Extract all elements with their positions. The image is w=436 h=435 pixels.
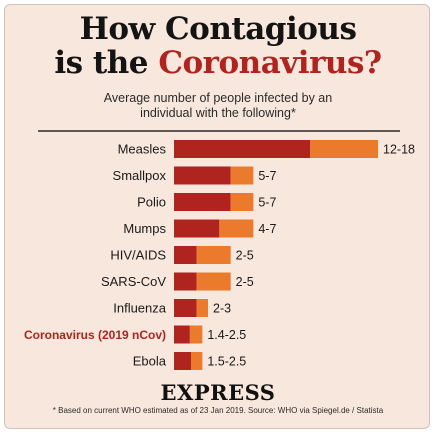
bar-high-5 — [196, 272, 231, 291]
data-label-3: 4-7 — [258, 222, 276, 236]
bar-low-0 — [174, 140, 310, 158]
title-line2: is the Coronavirus? — [0, 46, 436, 80]
footnote: * Based on current WHO estimated as of 2… — [52, 406, 384, 415]
bar-high-4 — [196, 246, 231, 264]
data-label-6: 2-3 — [213, 302, 231, 316]
bar-low-7 — [174, 325, 190, 344]
bar-high-6 — [196, 299, 208, 317]
data-label-5: 2-5 — [236, 275, 254, 289]
category-label-0: Measles — [118, 142, 167, 157]
subtitle-line2: individual with the following* — [140, 106, 296, 120]
category-label-5: SARS-CoV — [101, 274, 166, 289]
bar-low-3 — [174, 219, 220, 238]
bar-low-6 — [174, 299, 197, 317]
subtitle: Average number of people infected by an … — [60, 91, 376, 121]
data-label-0: 12-18 — [383, 143, 415, 157]
express-logo: EXPRESS — [160, 380, 276, 405]
bar-high-1 — [230, 166, 254, 185]
bar-high-2 — [230, 193, 254, 211]
bar-high-8 — [191, 352, 203, 370]
bar-high-7 — [189, 325, 203, 344]
bar-high-3 — [219, 219, 254, 238]
title-line1: How Contagious — [79, 11, 357, 47]
bar-low-2 — [174, 193, 231, 211]
data-label-2: 5-7 — [258, 196, 276, 210]
category-label-2: Polio — [137, 195, 166, 210]
data-label-8: 1.5-2.5 — [207, 355, 246, 369]
category-label-3: Mumps — [123, 221, 166, 236]
category-label-8: Ebola — [133, 354, 167, 369]
subtitle-line1: Average number of people infected by an — [103, 91, 333, 105]
title-line2-prefix: is the — [54, 45, 159, 81]
infographic-card — [4, 4, 430, 429]
bar-high-0 — [310, 140, 378, 158]
bar-low-5 — [174, 272, 197, 291]
data-label-4: 2-5 — [236, 249, 254, 263]
category-label-4: HIV/AIDS — [110, 248, 166, 263]
title-accent: Coronavirus? — [158, 45, 382, 81]
category-label-1: Smallpox — [113, 168, 167, 183]
category-label-6: Influenza — [113, 301, 167, 316]
category-label-7: Coronavirus (2019 nCov) — [24, 328, 166, 342]
data-label-7: 1.4-2.5 — [207, 328, 246, 342]
bar-low-4 — [174, 246, 197, 264]
bar-low-1 — [174, 166, 231, 185]
divider — [38, 130, 400, 132]
data-label-1: 5-7 — [258, 169, 276, 183]
bar-low-8 — [174, 352, 191, 370]
